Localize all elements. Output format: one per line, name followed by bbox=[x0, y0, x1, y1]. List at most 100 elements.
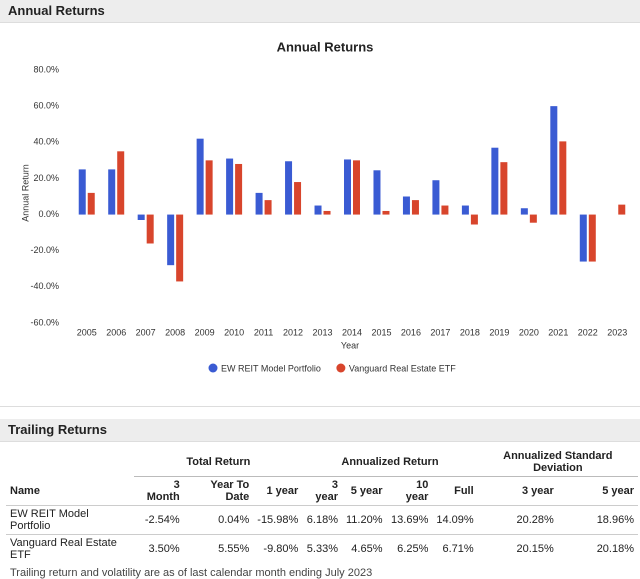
x-tick-label: 2013 bbox=[313, 327, 333, 337]
group-header: Annualized Standard Deviation bbox=[477, 448, 638, 477]
cell: 20.18% bbox=[596, 543, 634, 555]
header-row: Total Return Annualized Return Annualized … bbox=[6, 448, 638, 477]
x-tick-label: 2009 bbox=[195, 327, 215, 337]
cell: 3.50% bbox=[148, 543, 180, 555]
bar bbox=[255, 192, 263, 215]
column-header: 3 year bbox=[315, 479, 338, 503]
bar bbox=[470, 214, 478, 225]
x-tick-label: 2018 bbox=[460, 327, 480, 337]
bar bbox=[78, 169, 86, 215]
cell: -2.54% bbox=[144, 514, 180, 526]
chart-title: Annual Returns bbox=[277, 39, 374, 54]
x-tick-label: 2008 bbox=[165, 327, 185, 337]
column-header: 5 year bbox=[602, 485, 634, 497]
table-row: EW REIT Model Portfolio -2.54% 0.04% -15.98… bbox=[6, 505, 638, 535]
x-tick-label: 2017 bbox=[430, 327, 450, 337]
x-tick-label: 2014 bbox=[342, 327, 362, 337]
cell: 6.71% bbox=[442, 543, 474, 555]
bar bbox=[264, 200, 272, 215]
x-tick-label: 2007 bbox=[136, 327, 156, 337]
bar bbox=[314, 205, 322, 215]
bar bbox=[550, 106, 558, 215]
x-tick-label: 2021 bbox=[548, 327, 568, 337]
column-header: 3 year bbox=[522, 485, 554, 497]
cell: 20.28% bbox=[516, 514, 554, 526]
bar bbox=[205, 160, 213, 215]
row-name: EW REIT Model Portfolio bbox=[10, 508, 89, 532]
bar bbox=[285, 161, 293, 215]
x-tick-label: 2006 bbox=[106, 327, 126, 337]
bar bbox=[235, 163, 243, 215]
column-header: Full bbox=[454, 485, 474, 497]
cell: -9.80% bbox=[263, 543, 299, 555]
bar bbox=[500, 162, 508, 215]
bar bbox=[529, 214, 537, 223]
bar bbox=[588, 214, 596, 262]
blank-header bbox=[6, 448, 134, 477]
x-tick-label: 2012 bbox=[283, 327, 303, 337]
cell: 6.18% bbox=[306, 514, 338, 526]
bar bbox=[146, 214, 154, 244]
bar bbox=[137, 214, 145, 220]
cell: 5.55% bbox=[218, 543, 250, 555]
legend-marker bbox=[336, 363, 346, 373]
group-header: Total Return bbox=[134, 448, 303, 477]
bar bbox=[491, 147, 499, 215]
cell: 18.96% bbox=[596, 514, 634, 526]
y-tick-label: -60.0% bbox=[30, 317, 59, 327]
footnote: Trailing return and volatility are as of… bbox=[10, 567, 373, 579]
x-tick-label: 2022 bbox=[578, 327, 598, 337]
y-tick-label: 0.0% bbox=[38, 209, 59, 219]
legend-label: Vanguard Real Estate ETF bbox=[349, 363, 456, 373]
section-header: Annual Returns bbox=[0, 0, 640, 23]
bar bbox=[441, 205, 449, 215]
y-tick-label: 60.0% bbox=[33, 101, 59, 111]
y-axis-label: Annual Return bbox=[20, 164, 30, 222]
chart-panel: Annual Returns Year Annual Return -60.0%… bbox=[0, 23, 640, 407]
legend-marker bbox=[208, 363, 218, 373]
column-header: 1 year bbox=[266, 485, 299, 497]
bar bbox=[196, 138, 204, 215]
bar bbox=[176, 214, 184, 282]
y-tick-label: 40.0% bbox=[33, 137, 59, 147]
trailing-table: Total Return Annualized Return Annualized … bbox=[6, 448, 638, 563]
chart: Annual Returns Year Annual Return -60.0%… bbox=[20, 39, 627, 373]
x-tick-label: 2020 bbox=[519, 327, 539, 337]
bar bbox=[520, 208, 528, 215]
column-header: Year To Date bbox=[210, 479, 250, 503]
bar bbox=[344, 159, 351, 215]
column-header: 3 Month bbox=[146, 479, 180, 503]
table-row: Vanguard Real Estate ETF 3.50% 5.55% -9.80%… bbox=[6, 534, 638, 564]
bar bbox=[559, 141, 567, 215]
x-tick-label: 2023 bbox=[607, 327, 627, 337]
legend-label: EW REIT Model Portfolio bbox=[221, 363, 321, 373]
column-header: Name bbox=[10, 484, 40, 497]
y-tick-label: 80.0% bbox=[33, 64, 59, 74]
bar bbox=[579, 214, 587, 262]
bar bbox=[108, 169, 116, 215]
bar bbox=[294, 182, 302, 215]
x-tick-label: 2010 bbox=[224, 327, 244, 337]
x-tick-label: 2011 bbox=[254, 327, 273, 337]
bar bbox=[411, 200, 419, 215]
bar bbox=[323, 210, 331, 215]
bar bbox=[167, 214, 175, 266]
x-axis-label: Year bbox=[341, 340, 359, 350]
x-tick-label: 2005 bbox=[77, 327, 97, 337]
group-header: Annualized Return bbox=[302, 448, 478, 477]
bar bbox=[117, 151, 125, 215]
cell: 14.09% bbox=[436, 514, 474, 526]
cell: -15.98% bbox=[257, 514, 299, 526]
cell: 13.69% bbox=[391, 514, 429, 526]
x-tick-label: 2015 bbox=[371, 327, 391, 337]
cell: 6.25% bbox=[397, 543, 429, 555]
y-tick-label: -20.0% bbox=[30, 245, 59, 255]
cell: 5.33% bbox=[306, 543, 338, 555]
column-header: 5 year bbox=[350, 485, 383, 497]
column-header: 10 year bbox=[405, 479, 429, 503]
bar bbox=[226, 158, 234, 215]
cell: 11.20% bbox=[346, 514, 383, 526]
x-tick-label: 2019 bbox=[489, 327, 509, 337]
bar bbox=[402, 196, 410, 215]
